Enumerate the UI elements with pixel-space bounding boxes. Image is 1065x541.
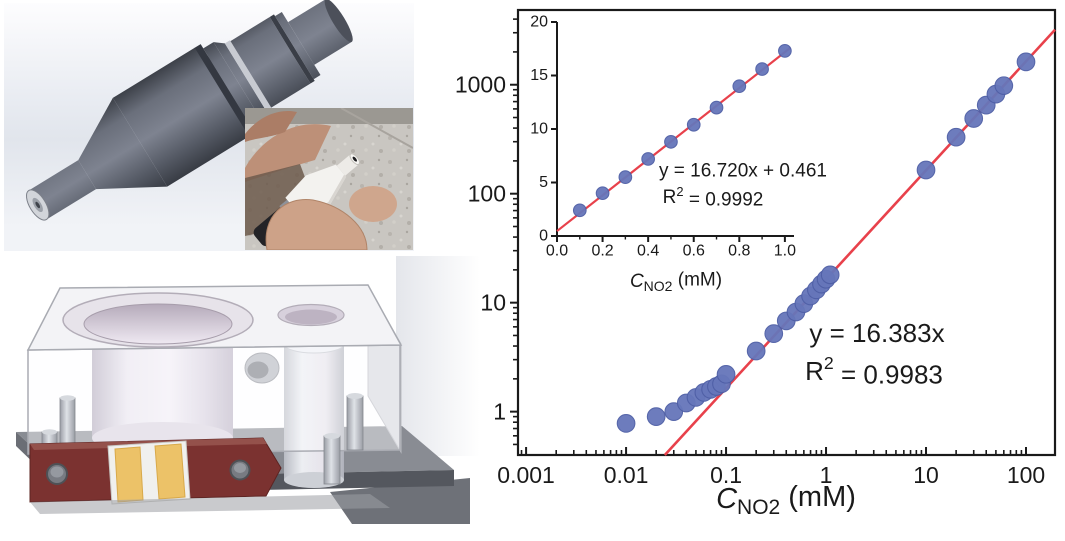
data-point	[616, 414, 636, 433]
x-tick-label: 1.0	[774, 242, 796, 259]
x-tick-label: 0.01	[604, 462, 649, 488]
y-tick-label: 10	[530, 121, 548, 138]
data-point	[595, 186, 610, 201]
main-axes	[510, 8, 1057, 457]
data-point	[732, 79, 747, 94]
electrode-board	[29, 437, 282, 505]
data-point	[820, 265, 840, 285]
data-point	[746, 341, 766, 361]
x-tick-label: 1	[820, 462, 833, 488]
equation-label: y = 16.720x + 0.461	[659, 161, 827, 182]
x-tick-label: 10	[913, 462, 939, 488]
x-tick-label: 0.2	[591, 242, 613, 259]
x-tick-label: 0.001	[497, 462, 555, 488]
silver-ring	[224, 40, 272, 112]
y-tick-label: 100	[468, 181, 506, 207]
x-tick-label: 0.8	[728, 242, 750, 259]
inset-axes	[551, 21, 794, 242]
side-port-hole	[244, 352, 280, 384]
alignment-pins	[41, 393, 364, 485]
data-point	[764, 324, 784, 343]
x-tick-label: 0.4	[637, 242, 659, 259]
x-tick-label: 0.6	[683, 242, 705, 259]
y-tick-label: 0	[539, 228, 548, 245]
y-tick-label: 5	[539, 174, 548, 191]
finger	[245, 124, 331, 182]
data-point	[1016, 52, 1036, 72]
thumb	[265, 199, 368, 250]
fingertip	[349, 186, 397, 222]
electrode-chip	[107, 440, 191, 505]
data-point	[964, 109, 984, 128]
data-point	[641, 152, 656, 166]
data-point	[716, 364, 736, 384]
data-point	[709, 100, 724, 115]
secondary-bore	[277, 303, 345, 327]
cast-shadow	[330, 478, 470, 524]
x-tick-label: 100	[1007, 462, 1045, 488]
data-point	[916, 160, 936, 180]
flow-cell-cad-render	[0, 256, 480, 541]
r-squared-label: R2 = 0.9992	[663, 184, 764, 211]
inset-plot: 0.0 0.2 0.4 0.6 0.8 1.0 0 5 10 15 20 y = 16.720x + …	[530, 14, 827, 294]
data-point	[994, 76, 1014, 96]
finger	[245, 110, 297, 142]
sensor-aperture	[352, 156, 357, 162]
y-tick-label: 15	[530, 67, 548, 84]
r-squared-label: R2 = 0.9983	[805, 353, 943, 390]
data-point	[664, 134, 678, 149]
y-tick-label: 10	[480, 290, 506, 316]
x-tick-label: 0.0	[546, 242, 568, 259]
x-tick-label: 0.1	[710, 462, 742, 488]
x-axis-title: CNO2 (mM)	[716, 481, 856, 519]
data-point	[755, 62, 769, 76]
sensor-probe	[26, 0, 353, 221]
inner-cylinder-right	[283, 334, 345, 488]
main-points	[616, 52, 1036, 433]
x-axis-title: CNO2 (mM)	[630, 270, 722, 294]
main-bore	[62, 292, 254, 348]
data-point	[572, 203, 587, 218]
y-tick-label: 1	[493, 399, 506, 425]
sensor-photo	[245, 108, 413, 250]
equation-label: y = 16.383x	[809, 318, 944, 348]
data-point	[778, 44, 792, 58]
y-tick-label: 20	[530, 14, 548, 31]
data-point	[946, 127, 966, 147]
data-point	[618, 170, 633, 184]
data-point	[686, 117, 701, 132]
y-tick-label: 1000	[455, 72, 506, 98]
inset-points	[572, 44, 792, 218]
block-front-face	[27, 344, 401, 455]
data-point	[646, 407, 666, 426]
sensor-cad-render	[4, 0, 414, 251]
